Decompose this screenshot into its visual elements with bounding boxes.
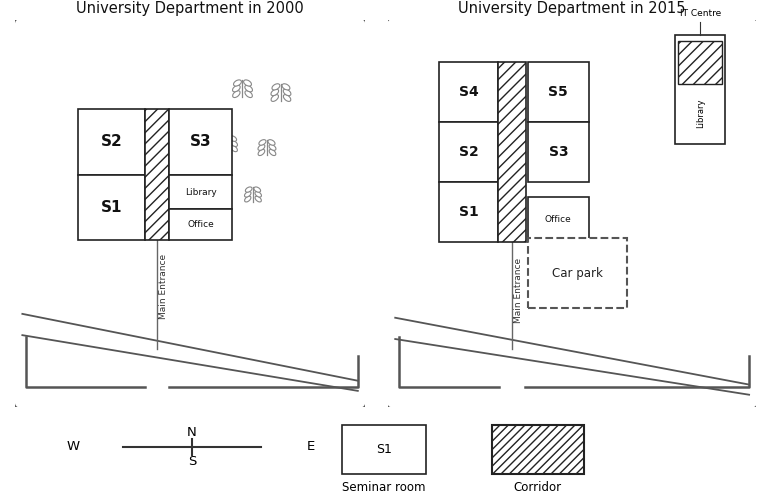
Text: S: S [188, 455, 196, 468]
Text: Office: Office [545, 215, 571, 224]
Text: S2: S2 [459, 145, 478, 159]
Ellipse shape [245, 187, 252, 192]
Ellipse shape [255, 191, 261, 197]
Text: S1: S1 [101, 200, 122, 215]
Ellipse shape [244, 191, 251, 197]
Bar [78, 109, 144, 175]
Bar [78, 175, 144, 241]
Ellipse shape [233, 91, 240, 98]
Ellipse shape [283, 95, 291, 101]
Ellipse shape [230, 141, 237, 146]
Text: Library: Library [696, 99, 705, 128]
Ellipse shape [243, 80, 251, 86]
Ellipse shape [245, 196, 251, 202]
Ellipse shape [220, 136, 227, 141]
Text: S1: S1 [459, 205, 478, 219]
Ellipse shape [282, 84, 290, 90]
Ellipse shape [269, 149, 276, 156]
Bar [169, 175, 232, 209]
Bar [342, 425, 426, 474]
FancyBboxPatch shape [386, 18, 758, 409]
Bar [498, 62, 526, 243]
Ellipse shape [230, 136, 237, 141]
Ellipse shape [230, 145, 237, 152]
Bar [528, 197, 589, 243]
Ellipse shape [255, 196, 261, 202]
Bar [439, 123, 498, 183]
Bar [169, 109, 232, 175]
Bar [169, 209, 232, 241]
Title: University Department in 2000: University Department in 2000 [76, 1, 304, 16]
Text: N: N [187, 426, 197, 439]
Text: S2: S2 [101, 134, 122, 149]
Bar [528, 62, 589, 123]
FancyBboxPatch shape [14, 18, 366, 409]
Bar [144, 109, 169, 241]
Text: S5: S5 [548, 85, 568, 99]
Ellipse shape [271, 95, 279, 101]
Text: Main Entrance: Main Entrance [159, 254, 167, 319]
Ellipse shape [258, 149, 265, 156]
Ellipse shape [233, 80, 241, 86]
Text: Car park: Car park [552, 267, 603, 280]
Ellipse shape [245, 91, 253, 98]
Text: S3: S3 [548, 145, 568, 159]
Text: Main Entrance: Main Entrance [514, 258, 523, 323]
Ellipse shape [220, 145, 227, 152]
Ellipse shape [233, 85, 240, 92]
Title: University Department in 2015: University Department in 2015 [458, 1, 686, 16]
Bar [675, 35, 725, 144]
Bar [678, 41, 722, 84]
Text: S3: S3 [190, 134, 211, 149]
Ellipse shape [258, 144, 265, 150]
Text: IT Centre: IT Centre [680, 9, 721, 18]
Ellipse shape [272, 84, 280, 90]
Text: Seminar room: Seminar room [343, 481, 425, 494]
Ellipse shape [269, 144, 276, 150]
Bar [439, 62, 498, 123]
Text: Office: Office [187, 220, 214, 229]
Ellipse shape [259, 140, 266, 145]
Ellipse shape [245, 85, 253, 92]
Ellipse shape [271, 89, 279, 96]
Bar [492, 425, 584, 474]
Text: E: E [307, 440, 315, 453]
Text: Library: Library [184, 187, 217, 196]
Ellipse shape [220, 141, 227, 146]
Bar [439, 183, 498, 243]
Ellipse shape [268, 140, 275, 145]
Ellipse shape [254, 187, 260, 192]
Bar [528, 123, 589, 183]
Text: Corridor: Corridor [514, 481, 561, 494]
Text: W: W [66, 440, 80, 453]
Ellipse shape [283, 89, 291, 96]
Text: S1: S1 [376, 442, 392, 456]
Bar [528, 239, 627, 308]
Text: S4: S4 [459, 85, 478, 99]
